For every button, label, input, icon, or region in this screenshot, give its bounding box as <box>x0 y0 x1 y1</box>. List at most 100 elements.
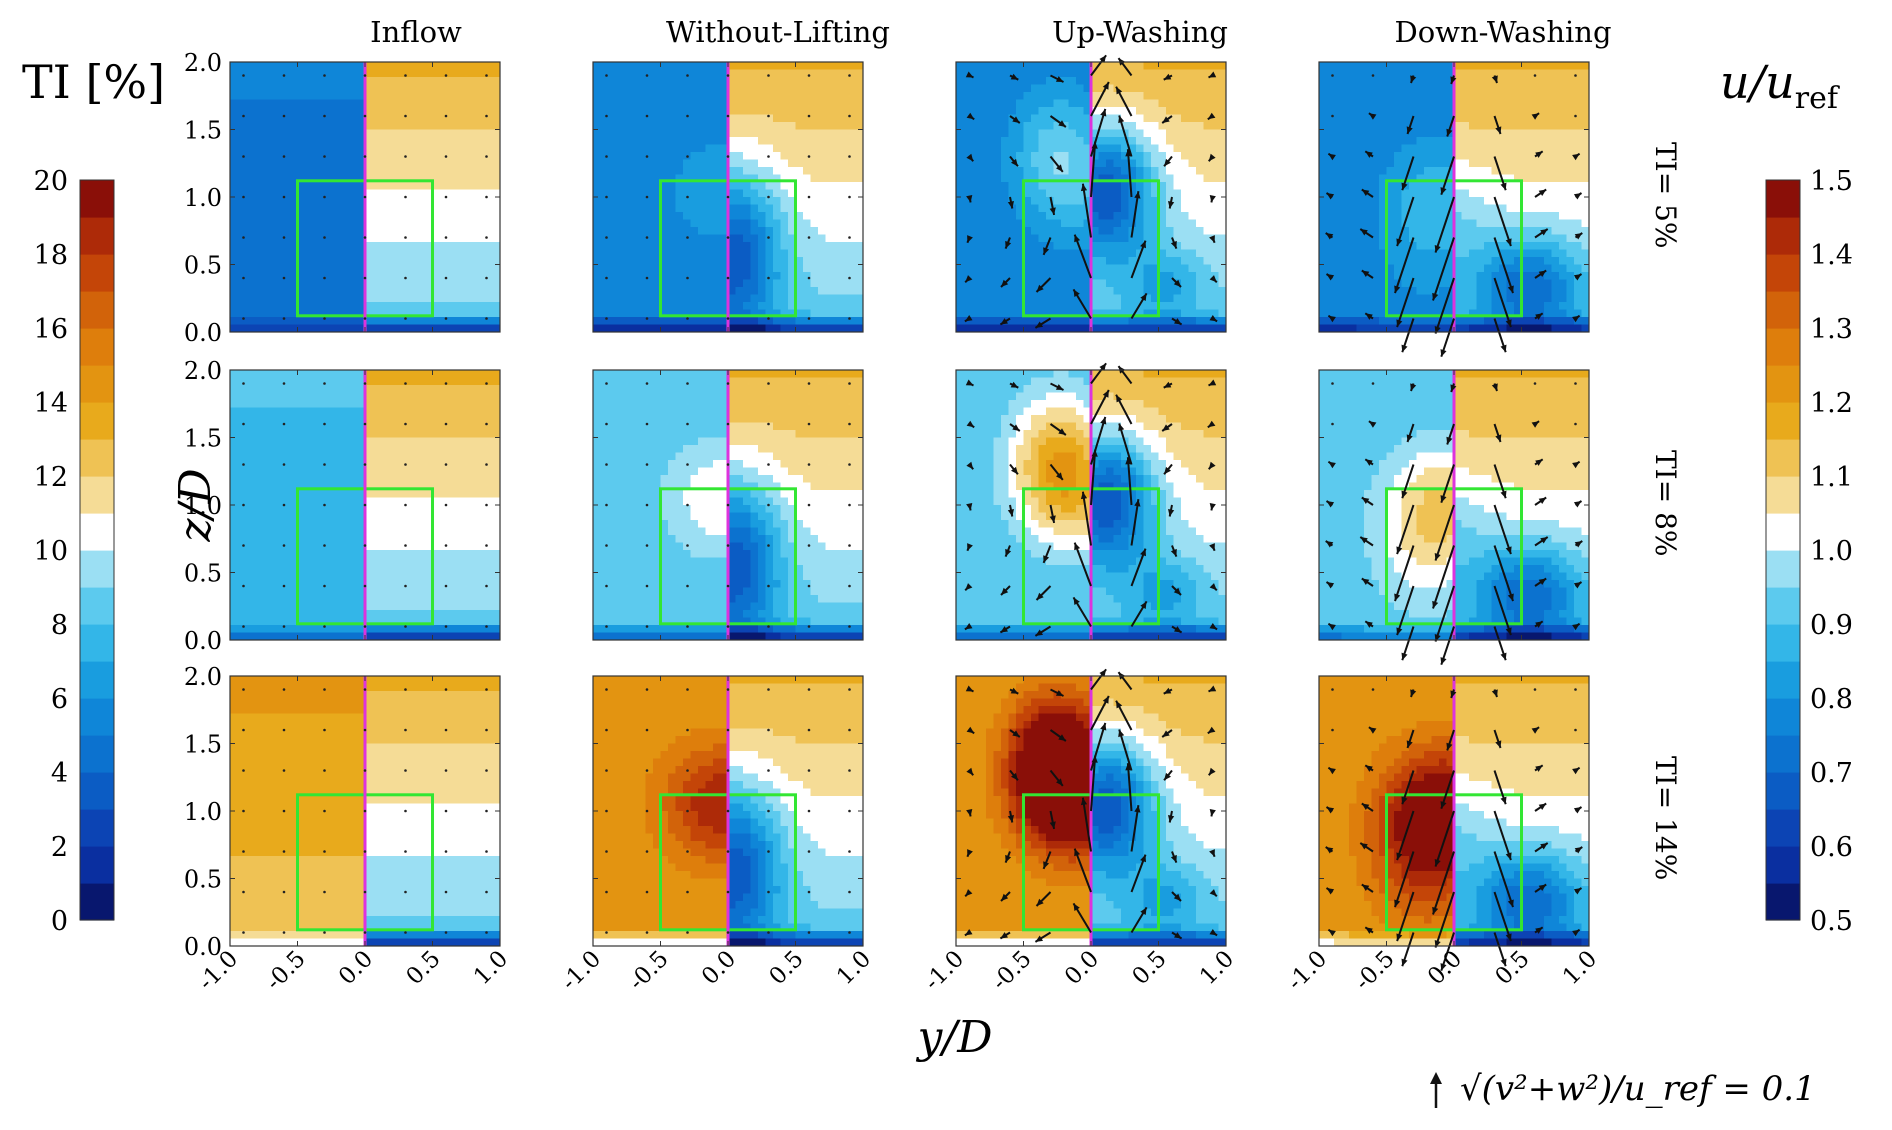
contour-cell <box>765 137 774 145</box>
contour-cell <box>1211 77 1219 85</box>
contour-cell <box>788 122 796 130</box>
vector-arrow-head <box>1209 195 1216 203</box>
contour-cell <box>803 174 811 183</box>
contour-cell <box>1409 272 1417 280</box>
contour-cell <box>1401 272 1410 280</box>
contour-cell <box>1349 84 1357 93</box>
contour-cell <box>1356 129 1365 138</box>
contour-cell <box>1136 144 1144 153</box>
rcb-swatch <box>1766 402 1800 440</box>
contour-cell <box>312 324 321 332</box>
contour-cell <box>1364 227 1372 235</box>
contour-cell <box>350 69 358 78</box>
contour-cell <box>1151 62 1159 70</box>
contour-cell <box>810 114 819 123</box>
contour-cell <box>993 249 1002 258</box>
contour-cell <box>765 309 774 318</box>
contour-cell <box>1341 287 1350 295</box>
contour-cell <box>720 264 729 273</box>
contour-cell <box>758 69 766 78</box>
contour-cell <box>447 174 456 183</box>
vector-arrow-head <box>1074 234 1081 243</box>
contour-cell <box>810 257 819 265</box>
contour-cell <box>1203 122 1212 130</box>
contour-cell <box>1446 257 1455 265</box>
contour-cell <box>1461 257 1470 265</box>
contour-cell <box>773 189 781 198</box>
contour-cell <box>720 137 729 145</box>
contour-cell <box>282 189 291 198</box>
contour-cell <box>275 99 283 108</box>
contour-cell <box>1424 197 1432 205</box>
contour-cell <box>1439 324 1447 332</box>
contour-cell <box>833 249 841 258</box>
contour-cell <box>1446 317 1455 325</box>
contour-cell <box>645 242 654 250</box>
contour-cell <box>1196 159 1204 168</box>
contour-cell <box>1083 107 1092 115</box>
contour-cell <box>788 159 796 168</box>
contour-cell <box>855 324 863 332</box>
contour-cell <box>758 189 766 198</box>
contour-cell <box>1326 122 1335 130</box>
contour-cell <box>305 294 313 303</box>
contour-cell <box>668 144 676 153</box>
contour-cell <box>432 219 441 228</box>
contour-cell <box>986 69 994 78</box>
contour-cell <box>1046 309 1054 318</box>
contour-cell <box>290 249 298 258</box>
contour-cell <box>1394 264 1402 273</box>
contour-cell <box>1401 212 1410 220</box>
contour-cell <box>260 84 268 93</box>
contour-cell <box>1341 129 1350 138</box>
contour-cell <box>848 272 856 280</box>
contour-cell <box>698 69 706 78</box>
contour-cell <box>470 62 478 70</box>
contour-cell <box>720 257 729 265</box>
contour-cell <box>327 294 336 303</box>
contour-cell <box>342 182 351 190</box>
contour-cell <box>750 257 759 265</box>
contour-cell <box>758 272 766 280</box>
contour-cell <box>1326 309 1335 318</box>
contour-cell <box>765 99 774 108</box>
contour-cell <box>615 189 624 198</box>
contour-cell <box>282 99 291 108</box>
contour-cell <box>825 137 834 145</box>
contour-cell <box>1008 129 1017 138</box>
contour-cell <box>462 84 471 93</box>
contour-cell <box>1181 107 1189 115</box>
contour-cell <box>675 197 684 205</box>
contour-cell <box>290 264 298 273</box>
vector-dot <box>404 155 407 158</box>
contour-cell <box>833 302 841 310</box>
contour-cell <box>245 279 253 288</box>
contour-cell <box>365 294 373 303</box>
contour-cell <box>350 77 358 85</box>
contour-cell <box>1053 204 1062 213</box>
contour-cell <box>305 309 313 318</box>
contour-cell <box>623 317 631 325</box>
contour-cell <box>788 107 796 115</box>
contour-cell <box>1424 107 1432 115</box>
contour-cell <box>1319 174 1327 183</box>
contour-cell <box>1416 92 1425 100</box>
contour-cell <box>335 84 343 93</box>
contour-cell <box>290 92 298 100</box>
contour-cell <box>1203 167 1212 175</box>
contour-cell <box>290 279 298 288</box>
contour-cell <box>387 309 396 318</box>
contour-cell <box>402 294 411 303</box>
contour-cell <box>1203 137 1212 145</box>
contour-cell <box>1196 227 1204 235</box>
contour-cell <box>1008 137 1017 145</box>
contour-cell <box>1203 204 1212 213</box>
contour-cell <box>365 62 373 70</box>
contour-cell <box>417 294 426 303</box>
contour-cell <box>833 77 841 85</box>
contour-cell <box>818 302 826 310</box>
contour-cell <box>653 77 661 85</box>
contour-cell <box>1113 204 1122 213</box>
contour-cell <box>1218 242 1226 250</box>
contour-cell <box>1023 279 1032 288</box>
